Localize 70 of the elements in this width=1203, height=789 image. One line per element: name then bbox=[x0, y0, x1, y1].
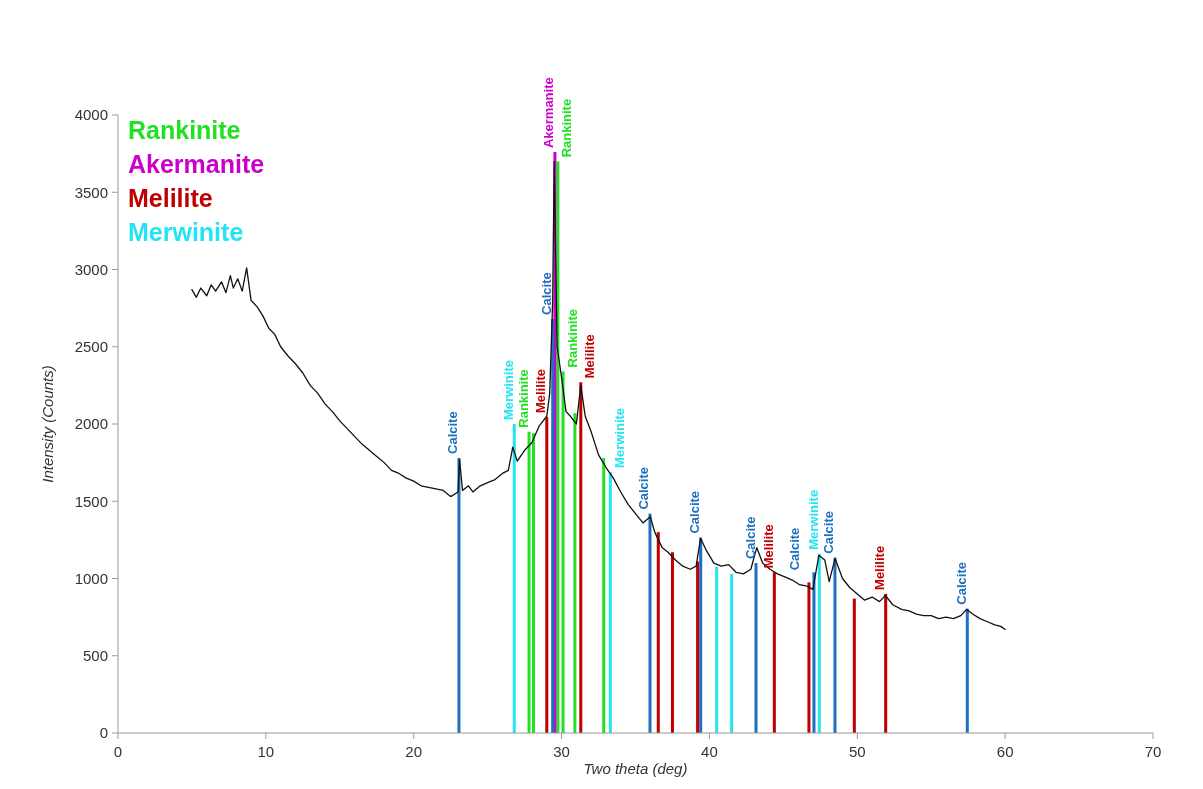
bar bbox=[608, 471, 612, 733]
bar bbox=[696, 561, 700, 733]
bar bbox=[648, 513, 652, 733]
annotation: Calcite bbox=[787, 527, 803, 571]
annotation: Calcite bbox=[742, 516, 758, 560]
x-tick-label: 10 bbox=[257, 743, 275, 760]
y-tick-label: 1000 bbox=[74, 569, 108, 587]
y-tick-label: 2500 bbox=[74, 338, 108, 355]
annotation: Akermanite bbox=[541, 77, 557, 149]
annotation: Merwinite bbox=[805, 489, 821, 550]
annotation: Melilite bbox=[533, 368, 549, 414]
y-axis-title: Intensity (Counts) bbox=[39, 365, 56, 483]
y-tick-label: 3500 bbox=[74, 183, 108, 201]
bar bbox=[715, 566, 719, 733]
bar bbox=[579, 382, 583, 733]
y-tick-label: 3000 bbox=[74, 260, 108, 278]
annotation: Rankinite bbox=[564, 308, 580, 368]
bar bbox=[656, 532, 660, 733]
text: Melilite bbox=[128, 184, 213, 212]
x-tick-label: 70 bbox=[1144, 743, 1162, 760]
x-tick-label: 30 bbox=[553, 743, 570, 760]
annotation: Calcite bbox=[821, 511, 837, 554]
annotation: Calcite bbox=[445, 411, 461, 454]
y-tick-label: 4000 bbox=[74, 106, 108, 124]
y-tick-label: 500 bbox=[82, 647, 108, 664]
bar bbox=[812, 572, 816, 733]
text: Merwinite bbox=[128, 218, 244, 246]
text: Rankinite bbox=[128, 116, 241, 144]
bar bbox=[730, 573, 734, 733]
bar bbox=[545, 417, 549, 733]
y-tick-label: 1500 bbox=[74, 492, 108, 510]
bar bbox=[573, 413, 577, 733]
bar bbox=[807, 582, 811, 733]
annotation: Merwinite bbox=[611, 407, 627, 468]
y-tick-label: 2000 bbox=[74, 415, 108, 433]
bar bbox=[884, 593, 888, 733]
bar bbox=[556, 161, 560, 733]
bar bbox=[852, 598, 856, 733]
annotation: Calcite bbox=[953, 561, 969, 605]
bar bbox=[527, 431, 531, 733]
bar bbox=[670, 552, 674, 733]
x-tick-label: 60 bbox=[996, 743, 1014, 760]
y-tick-label: 0 bbox=[99, 724, 108, 742]
x-axis-title: Two theta (deg) bbox=[583, 760, 688, 777]
x-tick-label: 50 bbox=[848, 743, 866, 760]
bar bbox=[833, 557, 837, 733]
annotation: Melilite bbox=[582, 334, 598, 379]
annotation: Calcite bbox=[687, 490, 703, 534]
bar bbox=[602, 457, 606, 733]
bar bbox=[817, 553, 821, 733]
bar bbox=[965, 608, 969, 733]
bar bbox=[551, 318, 555, 733]
bar bbox=[512, 424, 516, 733]
annotation: Rankinite bbox=[515, 369, 531, 428]
bar bbox=[699, 537, 703, 733]
x-tick-label: 0 bbox=[113, 743, 123, 760]
x-tick-label: 40 bbox=[701, 743, 718, 760]
annotation: Melilite bbox=[760, 524, 776, 569]
bar bbox=[754, 563, 758, 733]
bar bbox=[772, 572, 776, 733]
bar bbox=[457, 457, 461, 733]
annotation: Rankinite bbox=[559, 98, 575, 158]
text: Akermanite bbox=[128, 150, 265, 178]
annotation: Merwinite bbox=[500, 360, 516, 420]
bar bbox=[531, 433, 535, 733]
annotation: Calcite bbox=[636, 466, 652, 510]
annotation: Calcite bbox=[539, 272, 555, 315]
bar bbox=[561, 371, 565, 733]
x-tick-label: 20 bbox=[405, 743, 423, 760]
annotation: Melilite bbox=[872, 545, 888, 590]
